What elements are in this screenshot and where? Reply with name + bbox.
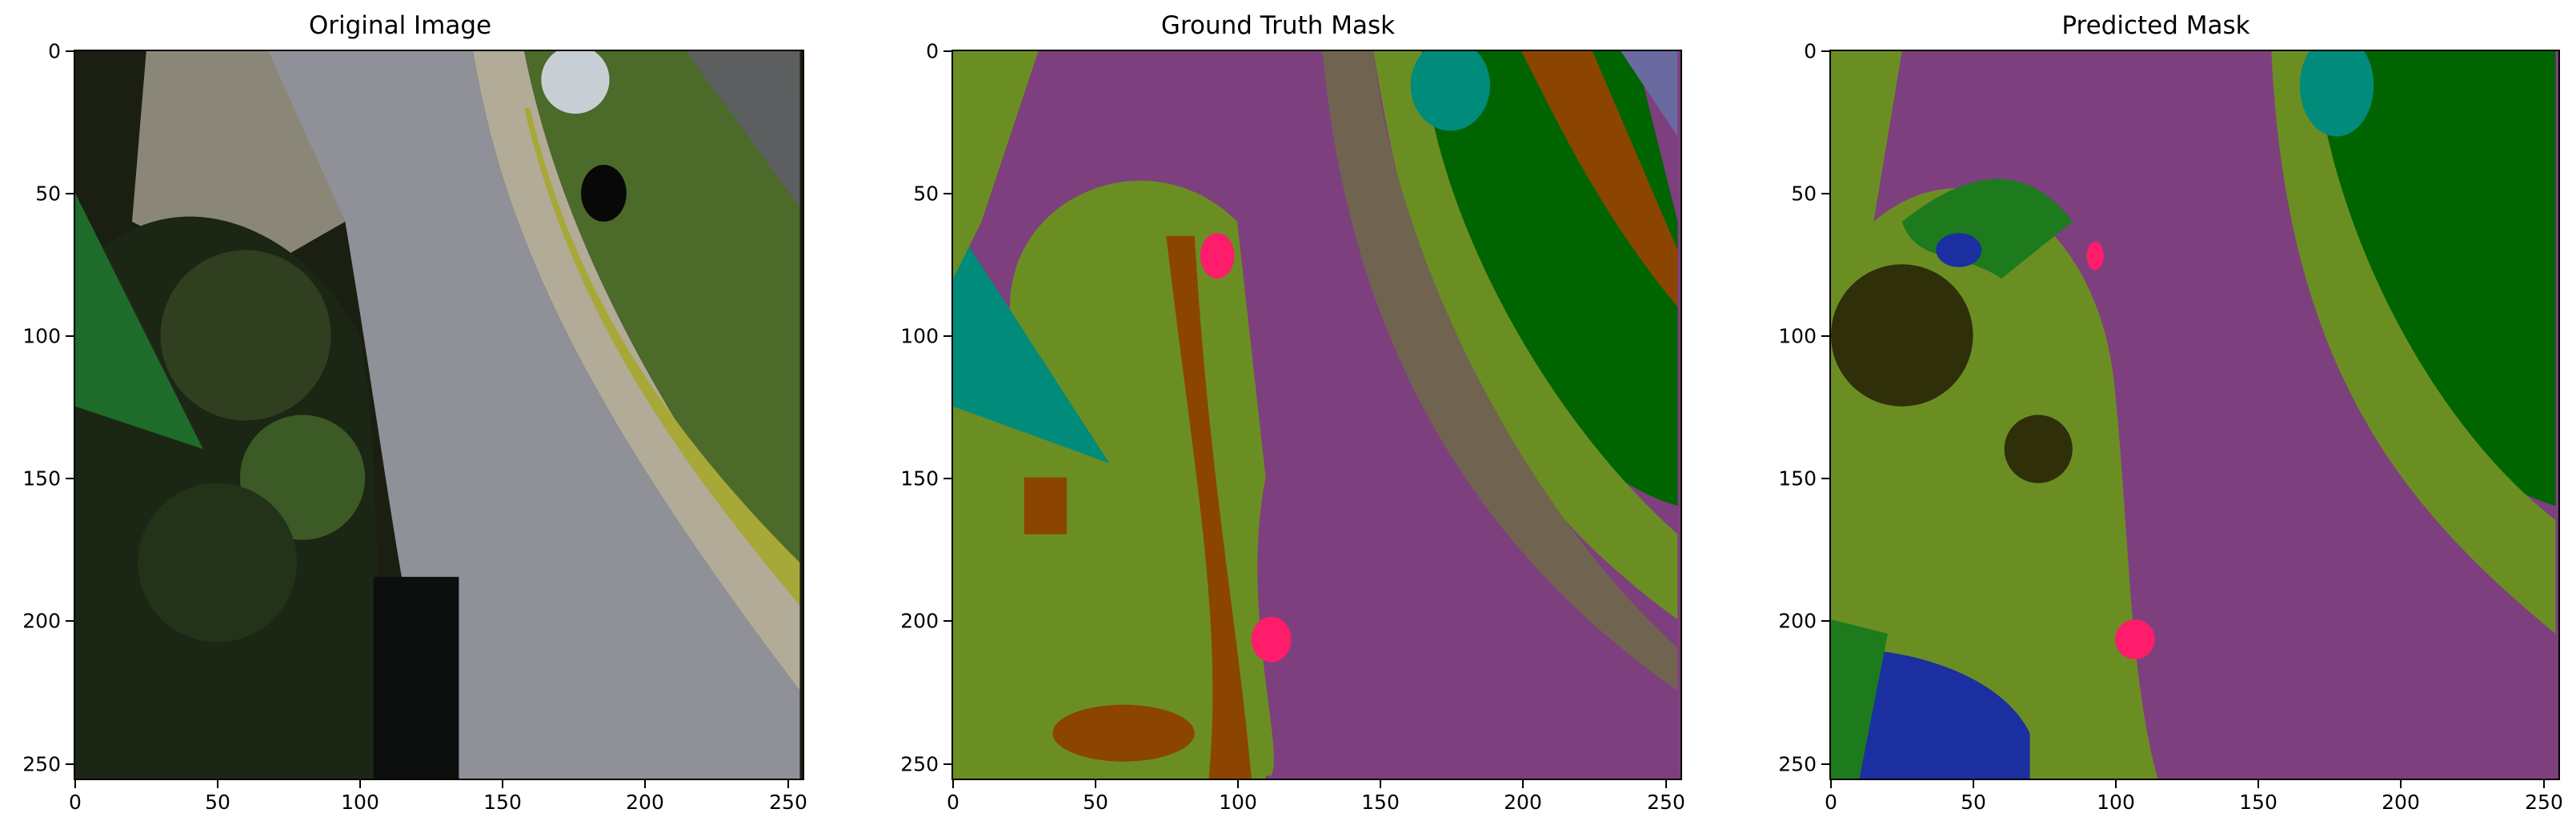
y-tick-label: 100 — [22, 324, 61, 348]
x-tick-label: 100 — [1219, 791, 1257, 814]
y-tick-label: 250 — [1778, 752, 1817, 776]
x-tick-label: 150 — [1361, 791, 1400, 814]
y-tick-label: 0 — [1804, 39, 1817, 63]
panel-title: Ground Truth Mask — [1160, 11, 1396, 40]
y-tick-label: 100 — [1778, 324, 1817, 348]
x-tick-label: 200 — [626, 791, 664, 814]
y-tick-label: 50 — [913, 182, 939, 206]
y-tick-label: 200 — [22, 609, 61, 633]
x-tick-label: 100 — [2097, 791, 2135, 814]
x-tick-label: 0 — [1825, 791, 1837, 814]
panel-title: Original Image — [308, 11, 492, 40]
x-tick-label: 250 — [1647, 791, 1685, 814]
x-tick-label: 150 — [2239, 791, 2278, 814]
x-tick-label: 200 — [2382, 791, 2420, 814]
x-tick-label: 200 — [1504, 791, 1542, 814]
x-tick-label: 50 — [1083, 791, 1108, 814]
y-tick-label: 200 — [1778, 609, 1817, 633]
original-image-panel: Original Image — [0, 0, 807, 833]
y-tick-label: 0 — [926, 39, 939, 63]
predicted-mask-panel: Predicted Mask 0 50 — [1756, 0, 2563, 833]
ground-truth-mask — [951, 50, 1682, 780]
ground-truth-segmentation — [953, 51, 1681, 779]
ground-truth-panel: Ground Truth Mask — [878, 0, 1685, 833]
y-tick-label: 200 — [900, 609, 939, 633]
y-tick-label: 50 — [1791, 182, 1817, 206]
y-tick-label: 0 — [48, 39, 61, 63]
x-tick-label: 250 — [2525, 791, 2563, 814]
x-tick-label: 50 — [1961, 791, 1986, 814]
y-tick-label: 150 — [1778, 467, 1817, 491]
predicted-segmentation — [1831, 51, 2558, 779]
panel-title: Predicted Mask — [2061, 11, 2250, 40]
predicted-mask — [1829, 50, 2560, 780]
x-tick-label: 150 — [483, 791, 522, 814]
original-image — [74, 50, 804, 780]
x-tick-label: 0 — [69, 791, 82, 814]
y-tick-label: 250 — [22, 752, 61, 776]
x-tick-label: 100 — [341, 791, 379, 814]
original-photo — [75, 51, 803, 779]
x-tick-label: 0 — [947, 791, 959, 814]
y-tick-label: 100 — [900, 324, 939, 348]
y-tick-label: 250 — [900, 752, 939, 776]
y-tick-label: 150 — [22, 467, 61, 491]
y-tick-label: 50 — [35, 182, 61, 206]
x-tick-label: 250 — [769, 791, 807, 814]
y-tick-label: 150 — [900, 467, 939, 491]
x-tick-label: 50 — [205, 791, 230, 814]
